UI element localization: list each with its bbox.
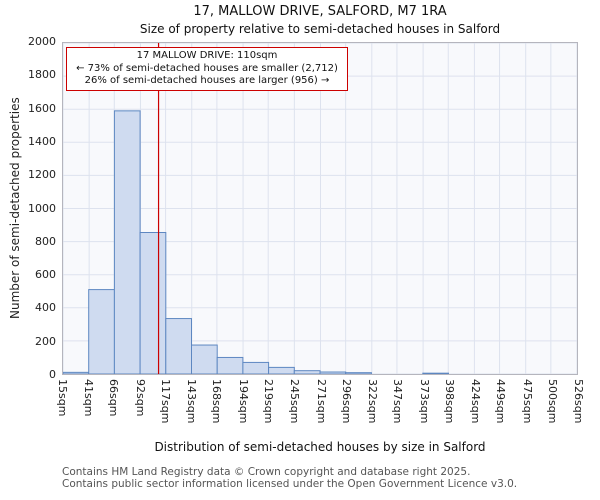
chart-subtitle: Size of property relative to semi-detach… bbox=[139, 22, 501, 36]
histogram-bar bbox=[113, 110, 141, 374]
histogram-bar bbox=[139, 232, 167, 374]
x-tick-label: 219sqm bbox=[261, 379, 275, 424]
x-tick-label: 347sqm bbox=[391, 379, 405, 424]
x-tick-label: 526sqm bbox=[572, 379, 585, 424]
x-tick-label: 500sqm bbox=[545, 379, 559, 424]
plot-area bbox=[62, 42, 578, 375]
histogram-bar bbox=[319, 371, 347, 374]
x-tick-label: 194sqm bbox=[236, 379, 250, 424]
y-axis-label: Number of semi-detached properties bbox=[8, 97, 22, 320]
x-tick-label: 271sqm bbox=[314, 379, 328, 424]
x-tick-label: 15sqm bbox=[56, 379, 69, 417]
x-tick-label: 449sqm bbox=[494, 379, 508, 424]
x-tick-label: 322sqm bbox=[366, 379, 379, 424]
x-tick-label: 117sqm bbox=[158, 379, 172, 424]
histogram-bar bbox=[191, 344, 218, 374]
histogram-bar bbox=[422, 372, 449, 374]
x-tick-label: 245sqm bbox=[288, 379, 302, 424]
x-tick-label: 475sqm bbox=[520, 379, 534, 424]
histogram-bar bbox=[345, 372, 372, 374]
x-tick-label: 373sqm bbox=[417, 379, 431, 424]
histogram-bar bbox=[165, 318, 192, 374]
x-tick-label: 168sqm bbox=[210, 379, 224, 424]
histogram-bar bbox=[63, 371, 90, 374]
histogram-bar bbox=[268, 366, 295, 374]
histogram-bar bbox=[293, 370, 321, 374]
annotation-larger-line: 26% of semi-detached houses are larger (… bbox=[84, 75, 330, 86]
x-tick-label: 424sqm bbox=[469, 379, 482, 424]
histogram-bar bbox=[88, 289, 115, 374]
x-tick-label: 296sqm bbox=[339, 379, 353, 424]
footer-attribution-line1: Contains HM Land Registry data © Crown c… bbox=[62, 466, 471, 478]
chart-title: 17, MALLOW DRIVE, SALFORD, M7 1RA bbox=[193, 4, 447, 19]
x-tick-label: 66sqm bbox=[107, 379, 121, 417]
footer-attribution-line2: Contains public sector information licen… bbox=[62, 478, 518, 490]
x-axis-label: Distribution of semi-detached houses by … bbox=[154, 440, 486, 454]
histogram-bar bbox=[216, 356, 244, 374]
histogram-bar bbox=[242, 361, 270, 374]
x-tick-label: 41sqm bbox=[82, 379, 96, 417]
x-tick-label: 398sqm bbox=[442, 379, 456, 424]
x-tick-label: 143sqm bbox=[185, 379, 199, 424]
x-tick-label: 92sqm bbox=[133, 379, 147, 417]
annotation-box: 17 MALLOW DRIVE: 110sqm ← 73% of semi-de… bbox=[66, 47, 348, 91]
annotation-smaller-line: ← 73% of semi-detached houses are smalle… bbox=[76, 62, 338, 74]
histogram-canvas bbox=[63, 43, 577, 374]
annotation-property-line: 17 MALLOW DRIVE: 110sqm bbox=[136, 50, 278, 61]
